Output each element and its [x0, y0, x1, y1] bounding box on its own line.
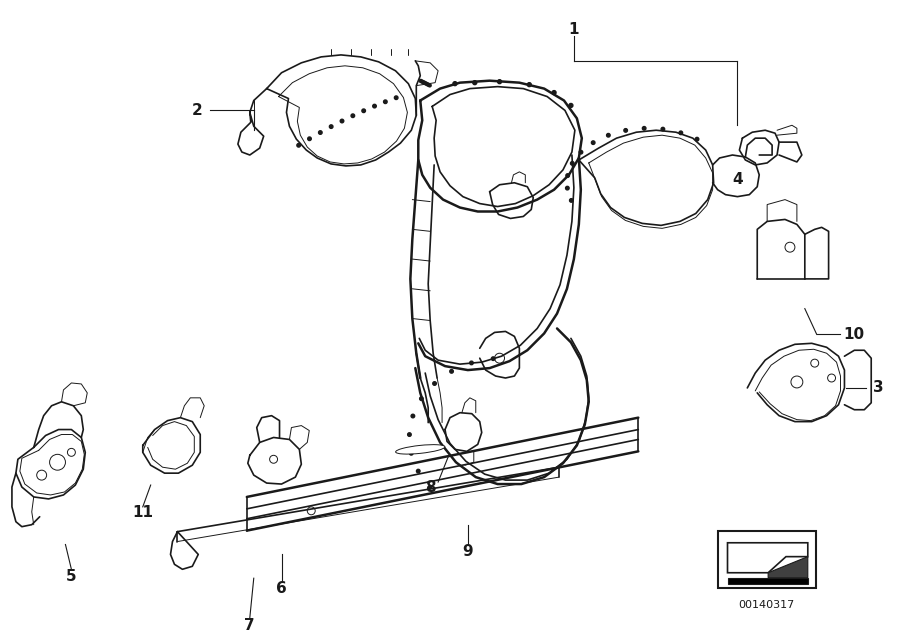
- Circle shape: [417, 469, 420, 473]
- Circle shape: [470, 361, 473, 364]
- Circle shape: [362, 109, 365, 113]
- Ellipse shape: [396, 445, 445, 454]
- Text: 11: 11: [132, 505, 153, 520]
- Text: 7: 7: [245, 618, 255, 633]
- Circle shape: [428, 485, 432, 489]
- Polygon shape: [768, 556, 808, 577]
- Circle shape: [425, 82, 427, 85]
- Circle shape: [297, 144, 301, 147]
- Polygon shape: [727, 543, 808, 573]
- Circle shape: [408, 432, 411, 436]
- Circle shape: [453, 81, 457, 86]
- Circle shape: [426, 83, 428, 86]
- Circle shape: [394, 96, 398, 99]
- Circle shape: [410, 452, 413, 455]
- Polygon shape: [727, 577, 808, 584]
- Circle shape: [329, 125, 333, 128]
- Circle shape: [419, 80, 422, 83]
- Circle shape: [373, 104, 376, 108]
- Text: 9: 9: [463, 544, 473, 559]
- Text: 2: 2: [192, 103, 202, 118]
- Circle shape: [419, 397, 423, 401]
- Circle shape: [571, 162, 574, 165]
- Text: 10: 10: [844, 327, 865, 342]
- Circle shape: [662, 127, 665, 131]
- Circle shape: [422, 81, 425, 84]
- Text: 4: 4: [732, 172, 742, 187]
- Text: 1: 1: [569, 22, 579, 37]
- Circle shape: [607, 134, 610, 137]
- Circle shape: [427, 83, 430, 86]
- Circle shape: [569, 104, 573, 107]
- Text: 5: 5: [66, 569, 77, 584]
- Circle shape: [570, 198, 573, 202]
- Circle shape: [679, 131, 682, 135]
- Circle shape: [527, 83, 531, 86]
- Circle shape: [308, 137, 311, 141]
- Circle shape: [383, 100, 387, 104]
- Circle shape: [643, 127, 646, 130]
- Circle shape: [624, 128, 627, 132]
- Circle shape: [566, 174, 570, 177]
- Circle shape: [319, 131, 322, 134]
- Circle shape: [580, 150, 582, 154]
- Circle shape: [428, 84, 431, 87]
- Text: 3: 3: [873, 380, 884, 396]
- Circle shape: [491, 357, 495, 361]
- Circle shape: [498, 80, 501, 84]
- Circle shape: [411, 414, 415, 418]
- Text: 00140317: 00140317: [739, 600, 795, 609]
- Circle shape: [565, 186, 569, 190]
- Circle shape: [450, 370, 454, 373]
- Circle shape: [433, 382, 436, 385]
- Text: 8: 8: [425, 480, 436, 495]
- Circle shape: [340, 119, 344, 123]
- Circle shape: [695, 137, 698, 141]
- Circle shape: [423, 81, 426, 85]
- Circle shape: [420, 80, 424, 83]
- Text: 6: 6: [276, 581, 287, 596]
- Circle shape: [351, 114, 355, 118]
- Circle shape: [552, 90, 556, 95]
- Bar: [717, 531, 815, 588]
- Circle shape: [591, 141, 595, 144]
- Circle shape: [472, 81, 477, 85]
